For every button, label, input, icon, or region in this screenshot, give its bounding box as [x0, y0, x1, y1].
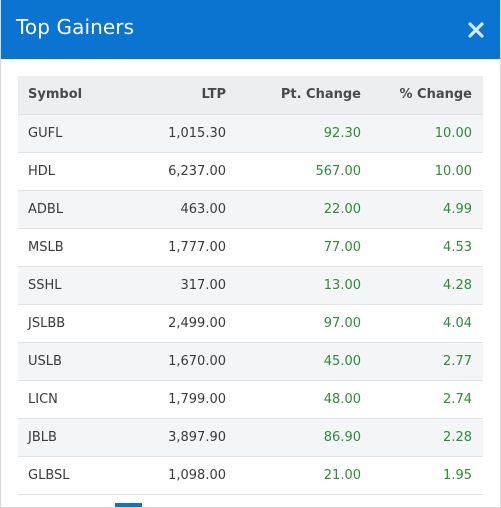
cell-symbol: GLBSL	[18, 456, 138, 495]
cell-ltp: 3,897.90	[138, 418, 226, 457]
cell-ltp: 1,015.30	[138, 114, 226, 153]
cell-pt-change: 567.00	[226, 152, 361, 191]
cell-symbol: LICN	[18, 380, 138, 419]
scroll-indicator[interactable]	[115, 503, 142, 507]
cell-pt-change: 97.00	[226, 304, 361, 343]
table-row[interactable]: GUFL 1,015.30 92.30 10.00	[18, 114, 483, 153]
cell-pt-change: 48.00	[226, 380, 361, 419]
table-row[interactable]: HDL 6,237.00 567.00 10.00	[18, 152, 483, 191]
close-icon[interactable]	[467, 18, 485, 42]
cell-symbol: GUFL	[18, 114, 138, 153]
table-row[interactable]: GLBSL 1,098.00 21.00 1.95	[18, 456, 483, 495]
table-row[interactable]: SSHL 317.00 13.00 4.28	[18, 266, 483, 305]
cell-pt-change: 45.00	[226, 342, 361, 381]
cell-ltp: 1,098.00	[138, 456, 226, 495]
cell-ltp: 2,499.00	[138, 304, 226, 343]
cell-pt-change: 77.00	[226, 228, 361, 267]
cell-pt-change: 13.00	[226, 266, 361, 305]
table-row[interactable]: JBLB 3,897.90 86.90 2.28	[18, 418, 483, 457]
cell-pct-change: 2.77	[361, 342, 483, 381]
cell-ltp: 463.00	[138, 190, 226, 229]
cell-pct-change: 2.28	[361, 418, 483, 457]
cell-pt-change: 86.90	[226, 418, 361, 457]
cell-pct-change: 10.00	[361, 152, 483, 191]
table-row[interactable]: JSLBB 2,499.00 97.00 4.04	[18, 304, 483, 343]
cell-symbol: HDL	[18, 152, 138, 191]
cell-pct-change: 2.74	[361, 380, 483, 419]
table-row[interactable]: LICN 1,799.00 48.00 2.74	[18, 380, 483, 419]
modal-title: Top Gainers	[16, 15, 135, 39]
cell-ltp: 1,670.00	[138, 342, 226, 381]
table-row[interactable]: USLB 1,670.00 45.00 2.77	[18, 342, 483, 381]
table-header-row: Symbol LTP Pt. Change % Change	[18, 76, 483, 115]
cell-ltp: 1,777.00	[138, 228, 226, 267]
header-pct-change[interactable]: % Change	[361, 76, 483, 115]
cell-pt-change: 92.30	[226, 114, 361, 153]
header-symbol[interactable]: Symbol	[18, 76, 138, 115]
header-ltp[interactable]: LTP	[138, 76, 226, 115]
cell-pct-change: 4.04	[361, 304, 483, 343]
cell-symbol: SSHL	[18, 266, 138, 305]
cell-symbol: MSLB	[18, 228, 138, 267]
cell-symbol: JSLBB	[18, 304, 138, 343]
cell-ltp: 1,799.00	[138, 380, 226, 419]
cell-pct-change: 10.00	[361, 114, 483, 153]
modal-header: Top Gainers	[1, 0, 500, 59]
table-row[interactable]: ADBL 463.00 22.00 4.99	[18, 190, 483, 229]
cell-symbol: JBLB	[18, 418, 138, 457]
cell-pt-change: 22.00	[226, 190, 361, 229]
gainers-table: Symbol LTP Pt. Change % Change GUFL 1,01…	[18, 76, 483, 495]
cell-pct-change: 4.99	[361, 190, 483, 229]
header-pt-change[interactable]: Pt. Change	[226, 76, 361, 115]
cell-ltp: 6,237.00	[138, 152, 226, 191]
cell-symbol: ADBL	[18, 190, 138, 229]
table-row[interactable]: MSLB 1,777.00 77.00 4.53	[18, 228, 483, 267]
cell-symbol: USLB	[18, 342, 138, 381]
cell-ltp: 317.00	[138, 266, 226, 305]
cell-pt-change: 21.00	[226, 456, 361, 495]
cell-pct-change: 1.95	[361, 456, 483, 495]
cell-pct-change: 4.53	[361, 228, 483, 267]
cell-pct-change: 4.28	[361, 266, 483, 305]
